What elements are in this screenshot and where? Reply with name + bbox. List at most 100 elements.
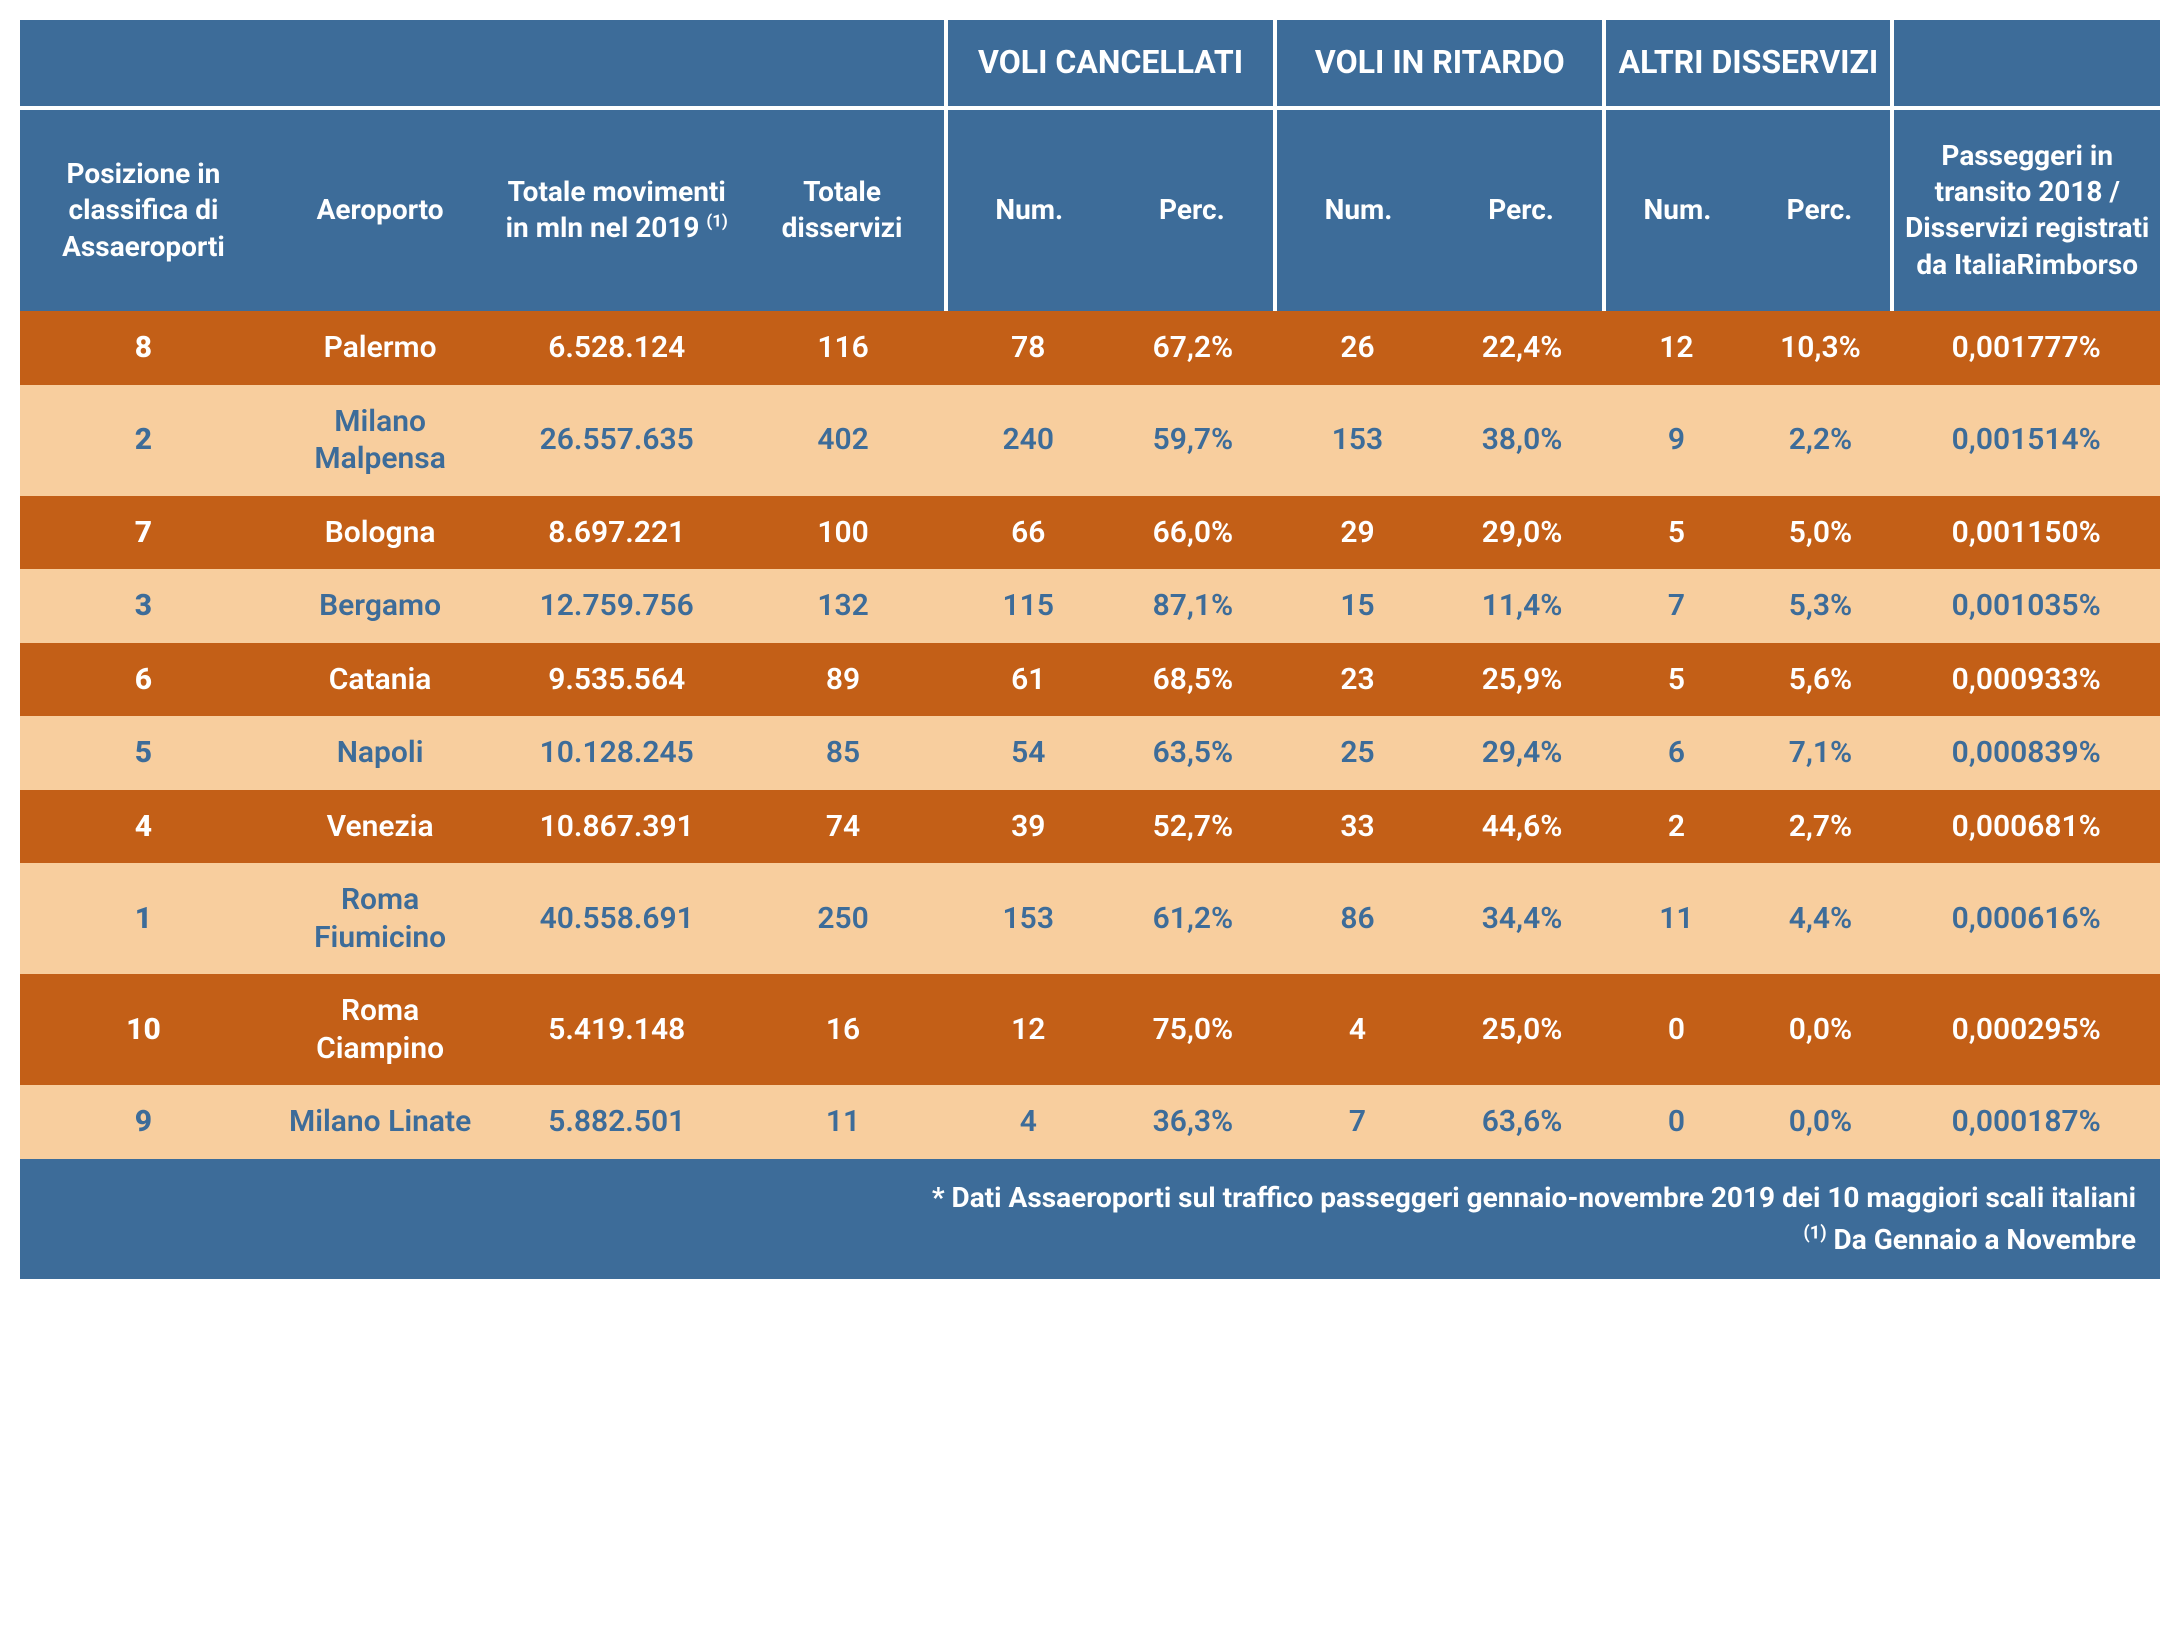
- cell-cancellati-num: 240: [946, 385, 1111, 496]
- cell-altri-num: 5: [1604, 643, 1748, 717]
- cell-ritardo-num: 153: [1275, 385, 1440, 496]
- cell-cancellati-num: 78: [946, 311, 1111, 385]
- cell-altri-perc: 2,7%: [1748, 790, 1892, 864]
- cell-movimenti: 10.867.391: [493, 790, 740, 864]
- cell-ritardo-perc: 34,4%: [1440, 863, 1605, 974]
- cell-posizione: 3: [20, 569, 267, 643]
- cell-ratio: 0,001514%: [1892, 385, 2160, 496]
- cell-altri-perc: 2,2%: [1748, 385, 1892, 496]
- cell-cancellati-perc: 52,7%: [1111, 790, 1276, 864]
- table-row: 4Venezia10.867.391743952,7%3344,6%22,7%0…: [20, 790, 2160, 864]
- cell-altri-num: 11: [1604, 863, 1748, 974]
- col-posizione: Posizione in classifica di Assaeroporti: [20, 108, 267, 312]
- cell-ritardo-perc: 11,4%: [1440, 569, 1605, 643]
- cell-cancellati-num: 115: [946, 569, 1111, 643]
- cell-altri-perc: 0,0%: [1748, 1085, 1892, 1159]
- cell-ritardo-perc: 44,6%: [1440, 790, 1605, 864]
- table-row: 1Roma Fiumicino40.558.69125015361,2%8634…: [20, 863, 2160, 974]
- cell-cancellati-perc: 61,2%: [1111, 863, 1276, 974]
- cell-aeroporto: Palermo: [267, 311, 493, 385]
- footnote-line2: (1) Da Gennaio a Novembre: [44, 1219, 2136, 1261]
- cell-ritardo-perc: 38,0%: [1440, 385, 1605, 496]
- cell-cancellati-num: 39: [946, 790, 1111, 864]
- cell-altri-num: 6: [1604, 716, 1748, 790]
- cell-altri-perc: 0,0%: [1748, 974, 1892, 1085]
- table-row: 10Roma Ciampino5.419.148161275,0%425,0%0…: [20, 974, 2160, 1085]
- cell-totale-disservizi: 100: [740, 496, 946, 570]
- cell-altri-perc: 4,4%: [1748, 863, 1892, 974]
- cell-cancellati-perc: 66,0%: [1111, 496, 1276, 570]
- cell-cancellati-num: 61: [946, 643, 1111, 717]
- cell-cancellati-perc: 36,3%: [1111, 1085, 1276, 1159]
- cell-totale-disservizi: 74: [740, 790, 946, 864]
- cell-ritardo-num: 7: [1275, 1085, 1440, 1159]
- cell-ratio: 0,000681%: [1892, 790, 2160, 864]
- col-cancellati-num: Num.: [946, 108, 1111, 312]
- cell-aeroporto: Roma Fiumicino: [267, 863, 493, 974]
- cell-posizione: 4: [20, 790, 267, 864]
- cell-aeroporto: Milano Linate: [267, 1085, 493, 1159]
- cell-cancellati-perc: 75,0%: [1111, 974, 1276, 1085]
- cell-ratio: 0,000295%: [1892, 974, 2160, 1085]
- table-header: VOLI CANCELLATI VOLI IN RITARDO ALTRI DI…: [20, 20, 2160, 311]
- header-group-ritardo: VOLI IN RITARDO: [1275, 20, 1604, 108]
- cell-movimenti: 5.419.148: [493, 974, 740, 1085]
- cell-movimenti: 12.759.756: [493, 569, 740, 643]
- cell-cancellati-num: 12: [946, 974, 1111, 1085]
- cell-posizione: 5: [20, 716, 267, 790]
- cell-ritardo-num: 25: [1275, 716, 1440, 790]
- table-body: 8Palermo6.528.1241167867,2%2622,4%1210,3…: [20, 311, 2160, 1159]
- cell-ratio: 0,000616%: [1892, 863, 2160, 974]
- cell-ritardo-perc: 25,0%: [1440, 974, 1605, 1085]
- header-columns-row: Posizione in classifica di Assaeroporti …: [20, 108, 2160, 312]
- cell-ritardo-num: 33: [1275, 790, 1440, 864]
- cell-cancellati-perc: 68,5%: [1111, 643, 1276, 717]
- cell-totale-disservizi: 89: [740, 643, 946, 717]
- table-row: 8Palermo6.528.1241167867,2%2622,4%1210,3…: [20, 311, 2160, 385]
- cell-posizione: 8: [20, 311, 267, 385]
- cell-posizione: 2: [20, 385, 267, 496]
- col-movimenti-sup: (1): [706, 212, 727, 232]
- header-group-altri: ALTRI DISSERVIZI: [1604, 20, 1892, 108]
- cell-aeroporto: Venezia: [267, 790, 493, 864]
- footnote-line2-sup: (1): [1803, 1222, 1826, 1243]
- cell-ratio: 0,000187%: [1892, 1085, 2160, 1159]
- cell-cancellati-perc: 63,5%: [1111, 716, 1276, 790]
- col-altri-num: Num.: [1604, 108, 1748, 312]
- col-ritardo-num: Num.: [1275, 108, 1440, 312]
- cell-totale-disservizi: 85: [740, 716, 946, 790]
- cell-altri-num: 0: [1604, 1085, 1748, 1159]
- cell-movimenti: 8.697.221: [493, 496, 740, 570]
- cell-ratio: 0,000933%: [1892, 643, 2160, 717]
- cell-aeroporto: Bergamo: [267, 569, 493, 643]
- cell-ritardo-perc: 29,0%: [1440, 496, 1605, 570]
- cell-cancellati-num: 153: [946, 863, 1111, 974]
- cell-ratio: 0,000839%: [1892, 716, 2160, 790]
- cell-posizione: 6: [20, 643, 267, 717]
- cell-ritardo-perc: 25,9%: [1440, 643, 1605, 717]
- cell-movimenti: 26.557.635: [493, 385, 740, 496]
- cell-cancellati-num: 4: [946, 1085, 1111, 1159]
- col-altri-perc: Perc.: [1748, 108, 1892, 312]
- cell-totale-disservizi: 11: [740, 1085, 946, 1159]
- cell-ritardo-perc: 63,6%: [1440, 1085, 1605, 1159]
- cell-ritardo-num: 86: [1275, 863, 1440, 974]
- cell-ritardo-num: 26: [1275, 311, 1440, 385]
- cell-ratio: 0,001150%: [1892, 496, 2160, 570]
- header-blank-right: [1892, 20, 2160, 108]
- cell-ritardo-num: 15: [1275, 569, 1440, 643]
- col-passeggeri: Passeggeri in transito 2018 / Disservizi…: [1892, 108, 2160, 312]
- col-aeroporto: Aeroporto: [267, 108, 493, 312]
- cell-altri-perc: 10,3%: [1748, 311, 1892, 385]
- cell-ritardo-num: 29: [1275, 496, 1440, 570]
- cell-posizione: 9: [20, 1085, 267, 1159]
- footnote-line1: * Dati Assaeroporti sul traffico passegg…: [44, 1177, 2136, 1219]
- cell-ritardo-perc: 22,4%: [1440, 311, 1605, 385]
- cell-altri-perc: 7,1%: [1748, 716, 1892, 790]
- cell-movimenti: 5.882.501: [493, 1085, 740, 1159]
- cell-totale-disservizi: 16: [740, 974, 946, 1085]
- cell-movimenti: 9.535.564: [493, 643, 740, 717]
- header-group-cancellati: VOLI CANCELLATI: [946, 20, 1275, 108]
- table-row: 6Catania9.535.564896168,5%2325,9%55,6%0,…: [20, 643, 2160, 717]
- cell-altri-num: 2: [1604, 790, 1748, 864]
